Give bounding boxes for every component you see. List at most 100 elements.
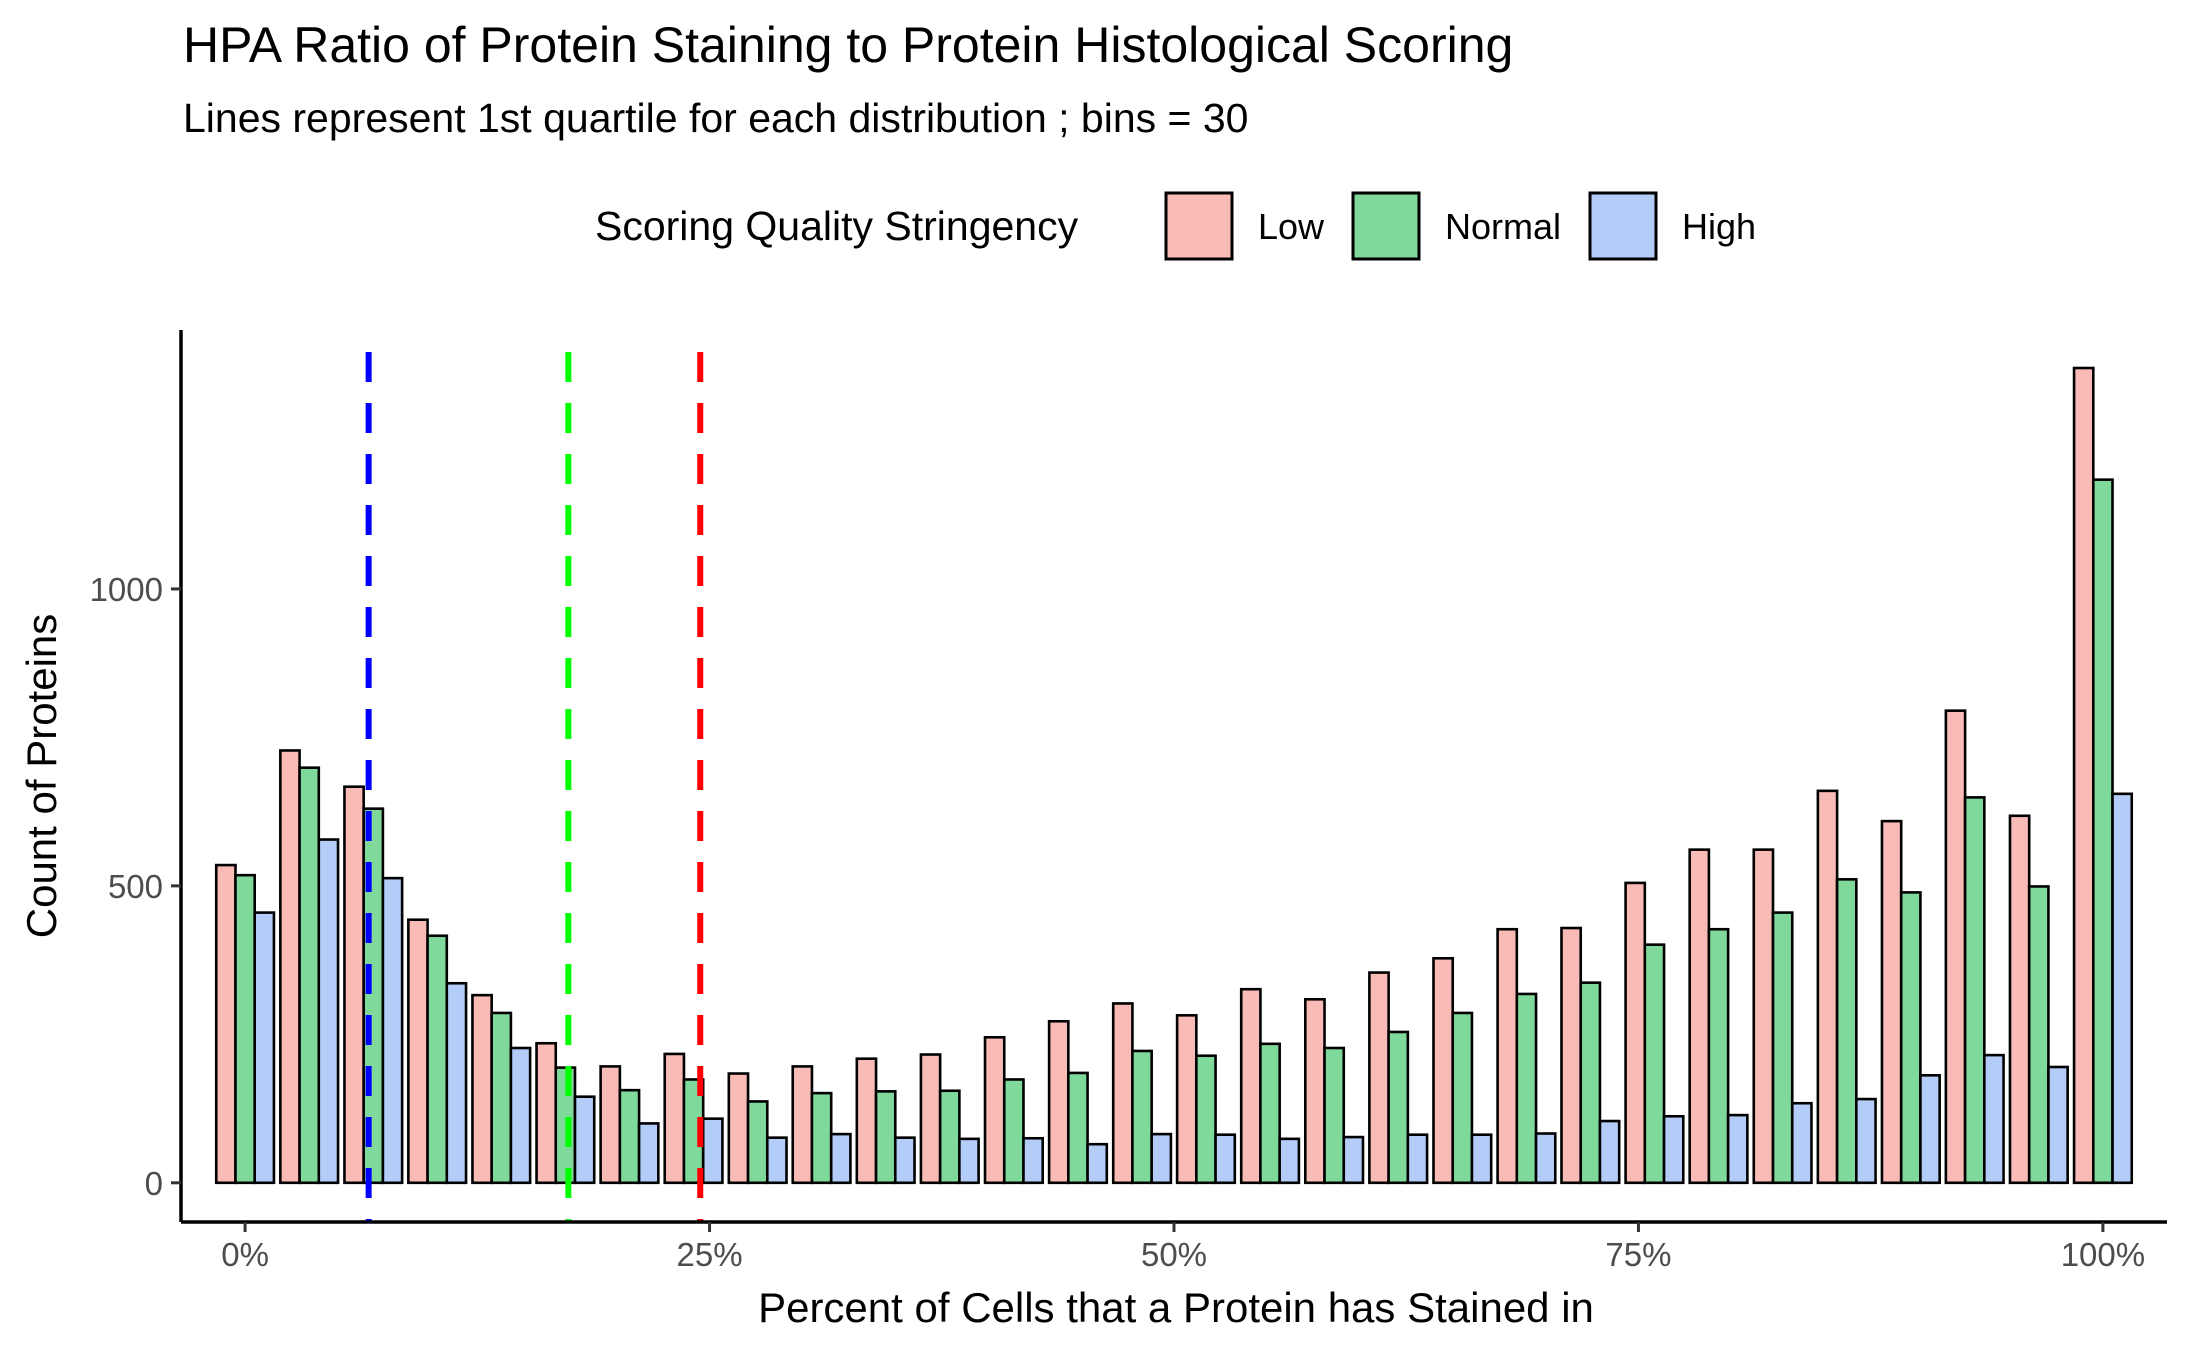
- legend-title: Scoring Quality Stringency: [595, 203, 1079, 249]
- bar-low-12: [983, 1036, 1006, 1185]
- bar-low-13: [1047, 1019, 1070, 1185]
- bar-normal-23: [1707, 927, 1730, 1185]
- bar-high-0: [253, 911, 276, 1185]
- bar-normal-6: [618, 1088, 641, 1185]
- bar-low-3: [407, 918, 429, 1185]
- x-tick-label: 0%: [221, 1236, 269, 1273]
- y-tick-label: 1000: [90, 571, 163, 608]
- y-tick-label: 0: [145, 1165, 163, 1202]
- bar-low-2: [343, 785, 365, 1185]
- bar-low-27: [1944, 709, 1967, 1185]
- bar-low-11: [919, 1053, 942, 1185]
- bar-high-14: [1150, 1132, 1173, 1185]
- bar-normal-4: [490, 1011, 513, 1185]
- bar-normal-17: [1323, 1046, 1346, 1185]
- axes-ticks-layer: 0% 25% 50% 75% 100% 0 500 1000: [90, 571, 2146, 1273]
- bar-low-15: [1175, 1014, 1198, 1185]
- bar-normal-10: [874, 1090, 897, 1185]
- y-tick-label: 500: [108, 868, 163, 905]
- bar-normal-28: [2027, 885, 2050, 1185]
- legend-label-normal: Normal: [1445, 206, 1561, 247]
- bar-high-17: [1342, 1135, 1365, 1185]
- bar-low-7: [663, 1052, 686, 1185]
- bar-normal-22: [1643, 943, 1666, 1185]
- legend: Scoring Quality Stringency Low Normal High: [595, 191, 1756, 261]
- bar-high-5: [573, 1095, 596, 1185]
- bar-low-17: [1304, 997, 1326, 1185]
- bar-high-11: [958, 1137, 980, 1185]
- bar-normal-18: [1387, 1030, 1410, 1185]
- bar-normal-26: [1899, 891, 1922, 1185]
- bar-normal-12: [1002, 1078, 1025, 1185]
- x-tick-label: 50%: [1141, 1236, 1207, 1273]
- bar-normal-11: [938, 1089, 961, 1185]
- bar-normal-13: [1067, 1071, 1089, 1185]
- bar-low-9: [791, 1065, 814, 1185]
- bar-low-10: [855, 1057, 878, 1185]
- bar-low-19: [1432, 957, 1455, 1185]
- bar-high-9: [829, 1132, 852, 1185]
- bar-high-22: [1662, 1114, 1685, 1185]
- bar-low-6: [599, 1065, 622, 1185]
- bar-low-5: [535, 1041, 558, 1185]
- bar-low-24: [1752, 848, 1775, 1185]
- x-axis-title: Percent of Cells that a Protein has Stai…: [758, 1284, 1594, 1331]
- bar-high-12: [1022, 1136, 1044, 1185]
- bar-low-20: [1496, 927, 1519, 1185]
- bar-low-23: [1688, 848, 1711, 1185]
- bar-high-24: [1790, 1101, 1813, 1185]
- bar-low-29: [2072, 366, 2095, 1185]
- bar-high-27: [1983, 1053, 2005, 1185]
- bar-normal-16: [1259, 1042, 1281, 1185]
- bar-high-6: [637, 1122, 660, 1185]
- bar-high-1: [317, 838, 340, 1185]
- bar-low-8: [727, 1072, 750, 1185]
- bar-normal-8: [746, 1100, 769, 1185]
- legend-key-high: [1588, 191, 1658, 261]
- bar-normal-9: [810, 1091, 833, 1185]
- bar-normal-1: [298, 766, 321, 1185]
- bar-high-16: [1278, 1137, 1301, 1185]
- bar-high-18: [1406, 1133, 1429, 1185]
- bar-normal-21: [1579, 981, 1602, 1185]
- bar-low-4: [471, 993, 493, 1185]
- legend-key-normal: [1351, 191, 1421, 261]
- bar-high-7: [701, 1117, 724, 1185]
- bar-normal-29: [2091, 478, 2114, 1185]
- bar-high-20: [1534, 1132, 1557, 1185]
- bar-high-28: [2047, 1065, 2069, 1185]
- bar-normal-14: [1131, 1049, 1153, 1185]
- bar-low-26: [1880, 819, 1903, 1185]
- bar-high-4: [509, 1046, 532, 1185]
- bar-low-16: [1239, 987, 1262, 1185]
- y-axis-title: Count of Proteins: [18, 614, 65, 939]
- bar-normal-15: [1195, 1054, 1217, 1185]
- bar-low-22: [1624, 881, 1647, 1185]
- bar-low-21: [1560, 926, 1583, 1185]
- bar-normal-27: [1963, 796, 1986, 1185]
- bar-low-14: [1111, 1002, 1134, 1185]
- bar-high-3: [445, 981, 468, 1185]
- bar-high-10: [893, 1136, 916, 1185]
- bar-low-18: [1368, 971, 1390, 1185]
- bar-normal-3: [426, 934, 449, 1185]
- quartile-lines-layer: [365, 352, 704, 1222]
- bar-high-2: [381, 876, 404, 1185]
- bar-high-19: [1470, 1133, 1493, 1185]
- bar-high-8: [765, 1136, 788, 1185]
- bar-high-15: [1214, 1133, 1237, 1185]
- bar-low-1: [279, 749, 301, 1185]
- bar-high-29: [2111, 792, 2134, 1185]
- bar-high-21: [1598, 1119, 1621, 1185]
- chart-subtitle: Lines represent 1st quartile for each di…: [183, 95, 1248, 141]
- legend-label-high: High: [1682, 206, 1756, 247]
- bar-normal-20: [1515, 992, 1538, 1185]
- bar-high-13: [1086, 1142, 1109, 1185]
- legend-key-low: [1164, 191, 1234, 261]
- bar-normal-0: [234, 873, 257, 1185]
- bar-high-23: [1726, 1113, 1749, 1185]
- bar-high-26: [1919, 1074, 1941, 1185]
- bar-low-25: [1816, 789, 1839, 1185]
